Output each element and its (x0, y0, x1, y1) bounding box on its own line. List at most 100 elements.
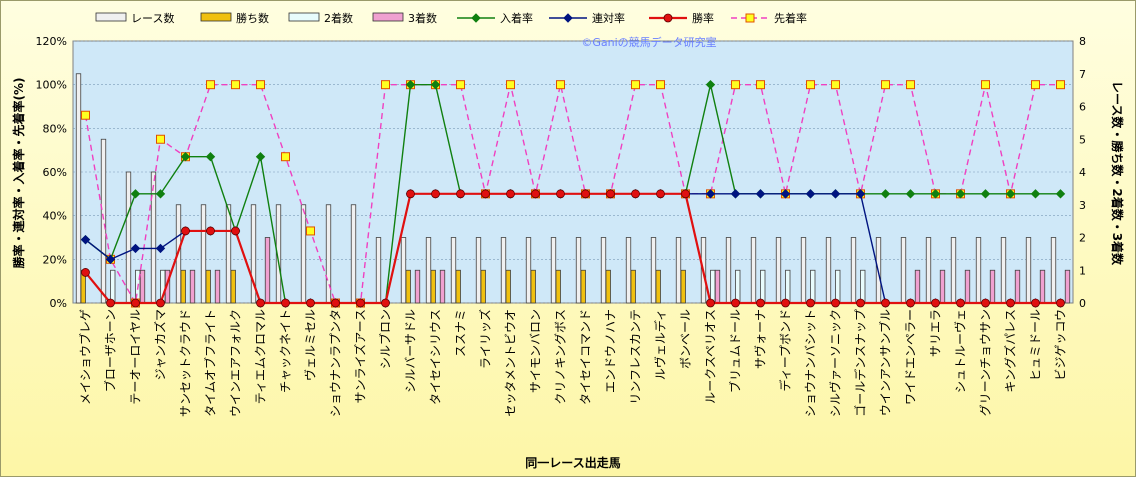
bar-レース数 (925, 237, 932, 304)
category-label: グリーンチョウサン (979, 309, 993, 416)
bar-レース数 (500, 237, 507, 304)
legend-label: 2着数 (324, 11, 353, 25)
point-入着率 (205, 152, 216, 162)
bar-勝ち数 (455, 269, 461, 304)
category-label: ジャンカズマ (153, 309, 168, 380)
point-勝率 (106, 298, 115, 308)
bar-レース数 (975, 237, 982, 304)
y-tick-label-right: 1 (1079, 264, 1086, 277)
y-axis-right-label: レース数・勝ち数・2着数・3着数 (1110, 81, 1125, 266)
line-勝率 (84, 192, 1061, 305)
point-先着率 (1031, 80, 1040, 90)
category-label: テーオーロイヤル (129, 309, 143, 405)
bar-レース数 (725, 237, 732, 304)
category-label: ヒュミドール (1029, 309, 1043, 381)
bar-レース数 (775, 237, 782, 304)
point-勝率 (531, 189, 540, 199)
point-連対率 (730, 189, 741, 199)
category-label: ワイドエンペラー (904, 309, 918, 405)
category-label: キングズパレス (1003, 309, 1018, 393)
point-先着率 (731, 80, 740, 90)
y-tick-label-left: 0% (50, 297, 67, 310)
y-tick-label-right: 6 (1079, 101, 1086, 114)
legend-swatch (372, 12, 404, 22)
bar-レース数 (900, 237, 907, 304)
point-先着率 (756, 80, 765, 90)
point-先着率 (506, 80, 515, 90)
point-勝率 (831, 298, 840, 308)
line-series (80, 79, 1066, 308)
point-勝率 (781, 298, 790, 308)
point-勝率 (406, 189, 415, 199)
point-先着率 (156, 134, 165, 144)
bar-3着数 (964, 269, 971, 304)
category-label: メイショウブレゲ (78, 309, 93, 405)
bar-3着数 (1064, 269, 1071, 304)
bar-レース数 (550, 237, 557, 304)
y-tick-label-right: 8 (1079, 35, 1086, 48)
category-label: ルヴェルディ (653, 309, 668, 380)
bar-3着数 (139, 269, 146, 304)
y-tick-label-right: 5 (1079, 133, 1086, 146)
bar-2着数 (110, 269, 116, 304)
point-先着率 (981, 80, 990, 90)
bar-2着数 (735, 269, 741, 304)
point-入着率 (930, 189, 941, 199)
point-勝率 (756, 298, 765, 308)
category-label: ボンベール (679, 309, 693, 369)
category-label: セッタメントビウオ (504, 309, 518, 417)
bar-レース数 (575, 237, 582, 304)
point-入着率 (1055, 189, 1066, 199)
category-label: シルブロン (378, 309, 393, 369)
category-label: タイセイシリウス (429, 309, 443, 405)
bar-3着数 (989, 269, 996, 304)
point-勝率 (856, 298, 865, 308)
point-連対率 (855, 189, 866, 199)
bar-2着数 (835, 269, 841, 304)
bar-3着数 (214, 269, 221, 304)
bar-勝ち数 (680, 269, 686, 304)
category-label: シュトルーヴェ (953, 309, 968, 393)
category-label: ティエムクロマル (254, 309, 268, 404)
bar-2着数 (760, 269, 766, 304)
point-入着率 (405, 79, 416, 90)
point-勝率 (663, 13, 673, 23)
legend-label: レース数 (131, 12, 174, 25)
bar-勝ち数 (405, 269, 411, 304)
y-tick-label-left: 60% (43, 166, 67, 179)
bar-勝ち数 (655, 269, 661, 304)
point-勝率 (581, 189, 590, 199)
point-先着率 (806, 80, 815, 90)
y-tick-label-left: 120% (36, 35, 67, 48)
bar-3着数 (264, 237, 271, 304)
point-連対率 (830, 189, 841, 199)
category-label: クリノキングボス (554, 309, 568, 405)
x-axis-categories: メイショウブレゲ ブローザホーン テーオーロイヤル ジャンカズマ サンセットクラウド タイ… (78, 309, 1068, 417)
point-先着率 (381, 80, 390, 90)
point-入着率 (905, 189, 916, 199)
point-勝率 (931, 298, 940, 308)
bar-3着数 (414, 269, 421, 304)
point-勝率 (231, 226, 240, 236)
point-先着率 (881, 80, 890, 90)
category-label: ショウナンラプンタ (329, 309, 343, 417)
point-勝率 (356, 298, 365, 308)
category-label: ススナミ (454, 309, 468, 357)
point-勝率 (156, 298, 165, 308)
line-先着率 (84, 83, 1061, 306)
point-勝率 (956, 298, 965, 308)
bar-勝ち数 (205, 269, 211, 304)
x-axis-label: 同一レース出走馬 (525, 455, 620, 470)
category-label: ウインアンサンブル (878, 309, 893, 416)
bar-レース数 (1000, 237, 1007, 304)
point-勝率 (431, 189, 440, 199)
point-先着率 (745, 13, 755, 23)
category-label: サリエラ (929, 309, 943, 357)
point-先着率 (256, 80, 265, 90)
watermark: ©Ganiの競馬データ研究室 (581, 35, 716, 49)
point-勝率 (381, 298, 390, 308)
point-先着率 (206, 80, 215, 90)
point-連対率 (705, 189, 716, 199)
bar-series (75, 73, 1071, 304)
category-label: ディープボンド (778, 309, 793, 391)
